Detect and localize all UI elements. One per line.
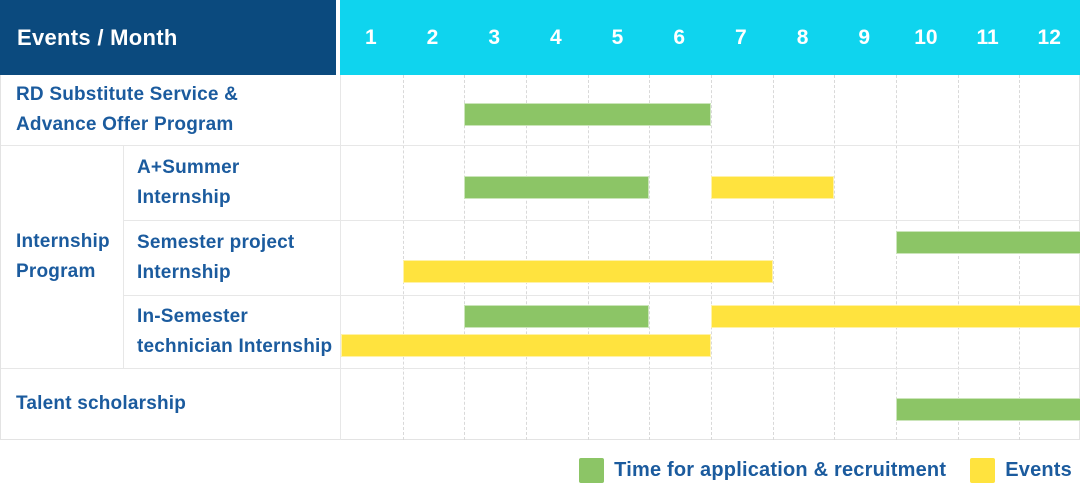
month-header-row: 1 2 3 4 5 6 7 8 9 10 11 12 <box>340 0 1080 75</box>
month-gridline <box>1019 75 1021 440</box>
gantt-bar-recruitment <box>896 231 1080 254</box>
month-gridline <box>587 75 589 440</box>
month-gridline <box>402 75 404 440</box>
gantt-body: Internship Program RD Substitute Service &… <box>0 75 1080 440</box>
row-separator <box>124 220 1079 221</box>
group-subcolumn-divider <box>123 145 124 368</box>
gantt-bar-recruitment <box>464 103 711 127</box>
month-header-8: 8 <box>796 25 809 49</box>
row-label: In-Semester technician Internship <box>137 305 333 357</box>
row-label: RD Substitute Service & Advance Offer Pro… <box>16 84 239 135</box>
month-gridline <box>834 75 836 440</box>
month-header-1: 1 <box>364 25 377 49</box>
gantt-bar-event <box>341 333 711 357</box>
month-header-9: 9 <box>858 25 871 49</box>
month-gridline <box>772 75 774 440</box>
month-header-12: 12 <box>1037 25 1061 49</box>
header-events-month-label: Events / Month <box>17 24 178 50</box>
month-header-4: 4 <box>550 25 562 49</box>
legend-swatch-recruitment <box>579 457 605 483</box>
row-label: A+Summer Internship <box>137 156 240 208</box>
month-header-7: 7 <box>735 25 747 49</box>
month-header-10: 10 <box>914 25 938 49</box>
month-header-3: 3 <box>488 25 501 49</box>
legend-label-event: Events <box>1005 458 1072 481</box>
row-separator <box>1 145 1079 146</box>
row-separator <box>124 295 1079 296</box>
legend-label-recruitment: Time for application & recruitment <box>614 458 947 481</box>
month-gridline <box>526 75 527 440</box>
gantt-bar-recruitment <box>464 176 650 200</box>
table-header: Events / Month 1 2 3 4 5 6 7 8 9 10 11 12 <box>0 0 1080 75</box>
gantt-bar-event <box>402 260 773 284</box>
month-gridline <box>464 75 466 440</box>
legend: Time for application & recruitment Event… <box>579 452 1072 488</box>
legend-swatch-event <box>970 457 996 483</box>
month-gridline <box>957 75 959 440</box>
gantt-bar-event <box>711 305 1080 329</box>
gantt-bar-event <box>711 176 835 200</box>
row-label: Talent scholarship <box>16 393 187 414</box>
label-chart-divider <box>340 75 341 440</box>
group-cell-internship-program: Internship Program <box>16 230 110 282</box>
row-label: Semester project Internship <box>137 231 295 283</box>
month-gridline <box>896 75 897 440</box>
month-gridline <box>649 75 651 440</box>
month-header-2: 2 <box>426 25 439 49</box>
month-header-5: 5 <box>611 25 624 49</box>
header-events-month-cell: Events / Month <box>0 0 340 75</box>
month-header-6: 6 <box>673 25 686 49</box>
gantt-bar-recruitment <box>896 397 1080 421</box>
month-gridline <box>711 75 712 440</box>
gantt-bar-recruitment <box>464 305 650 329</box>
row-separator <box>1 368 1079 369</box>
month-header-11: 11 <box>976 25 999 49</box>
